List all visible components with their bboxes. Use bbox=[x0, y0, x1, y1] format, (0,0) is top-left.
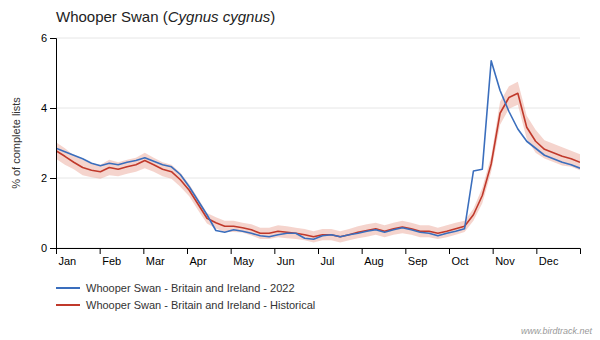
x-tick-label: Jun bbox=[277, 255, 295, 267]
y-tick: 4 bbox=[41, 102, 56, 114]
x-tick: Dec bbox=[537, 248, 559, 267]
y-tick: 2 bbox=[41, 172, 56, 184]
x-tick: Mar bbox=[144, 248, 165, 267]
x-tick-label: Sep bbox=[408, 255, 428, 267]
x-tick-mark bbox=[274, 248, 275, 254]
x-tick: Jun bbox=[275, 248, 295, 267]
x-tick: Aug bbox=[362, 248, 384, 267]
x-tick-label: Jan bbox=[59, 255, 77, 267]
y-axis: 0 2 4 6 bbox=[41, 32, 57, 254]
y-tick: 0 bbox=[41, 242, 56, 254]
legend-item: Whooper Swan - Britain and Ireland - 202… bbox=[56, 282, 295, 294]
y-tick-label: 0 bbox=[41, 242, 47, 254]
x-tick-label: Mar bbox=[146, 255, 165, 267]
x-tick: Jul bbox=[319, 248, 335, 267]
x-tick-label: Aug bbox=[364, 255, 384, 267]
x-tick-mark bbox=[449, 248, 450, 254]
x-tick: Feb bbox=[100, 248, 121, 267]
y-axis-title: % of complete lists bbox=[10, 97, 22, 189]
x-tick-label: Apr bbox=[190, 255, 207, 267]
x-tick-mark bbox=[187, 248, 188, 254]
y-tick-mark bbox=[50, 108, 56, 109]
x-tick-mark bbox=[143, 248, 144, 254]
x-tick-label: Feb bbox=[102, 255, 121, 267]
x-tick-label: Dec bbox=[539, 255, 559, 267]
legend-item: Whooper Swan - Britain and Ireland - His… bbox=[56, 299, 315, 311]
x-tick: Oct bbox=[450, 248, 469, 267]
y-tick-label: 2 bbox=[41, 172, 47, 184]
x-tick-mark bbox=[318, 248, 319, 254]
y-tick-mark bbox=[50, 38, 56, 39]
x-tick: Nov bbox=[493, 248, 515, 267]
x-tick: May bbox=[231, 248, 254, 267]
legend-swatch bbox=[56, 304, 80, 306]
y-axis-line bbox=[50, 39, 57, 249]
plot: Jan Feb Mar Apr May Jun Jul Aug Sep Oct Nov Dec 0 2 4 6… bbox=[10, 32, 581, 267]
grid-line bbox=[56, 38, 580, 39]
x-tick-label: May bbox=[233, 255, 254, 267]
x-tick: Apr bbox=[188, 248, 207, 267]
y-tick: 6 bbox=[41, 32, 56, 44]
x-tick-mark bbox=[536, 248, 537, 254]
x-tick-label: Nov bbox=[495, 255, 515, 267]
x-tick-mark bbox=[231, 248, 232, 254]
annotation: www.birdtrack.net bbox=[521, 326, 593, 336]
x-tick-label: Jul bbox=[321, 255, 335, 267]
y-tick-label: 4 bbox=[41, 102, 47, 114]
legend-swatch bbox=[56, 287, 80, 289]
band bbox=[56, 82, 580, 243]
legend: Whooper Swan - Britain and Ireland - 202… bbox=[56, 282, 315, 311]
line bbox=[56, 61, 580, 240]
title: Whooper Swan (Cygnus cygnus) bbox=[56, 8, 275, 25]
x-tick-mark bbox=[100, 248, 101, 254]
x-tick: Sep bbox=[406, 248, 428, 267]
y-tick-mark bbox=[50, 178, 56, 179]
x-tick: Jan bbox=[57, 248, 77, 267]
grid bbox=[56, 38, 580, 248]
x-axis: Jan Feb Mar Apr May Jun Jul Aug Sep Oct Nov Dec bbox=[57, 248, 581, 267]
y-tick-label: 6 bbox=[41, 32, 47, 44]
y-tick-mark bbox=[50, 248, 56, 249]
legend-label: Whooper Swan - Britain and Ireland - His… bbox=[86, 299, 315, 311]
marks bbox=[56, 61, 580, 243]
x-tick-mark bbox=[493, 248, 494, 254]
x-tick-mark bbox=[405, 248, 406, 254]
legend-label: Whooper Swan - Britain and Ireland - 202… bbox=[86, 282, 295, 294]
x-tick-label: Oct bbox=[452, 255, 469, 267]
line bbox=[56, 93, 580, 237]
chart: Whooper Swan (Cygnus cygnus) Jan Feb Mar Apr… bbox=[0, 0, 600, 340]
x-axis-line bbox=[57, 249, 581, 255]
grid-line bbox=[56, 178, 580, 179]
x-tick-mark bbox=[362, 248, 363, 254]
